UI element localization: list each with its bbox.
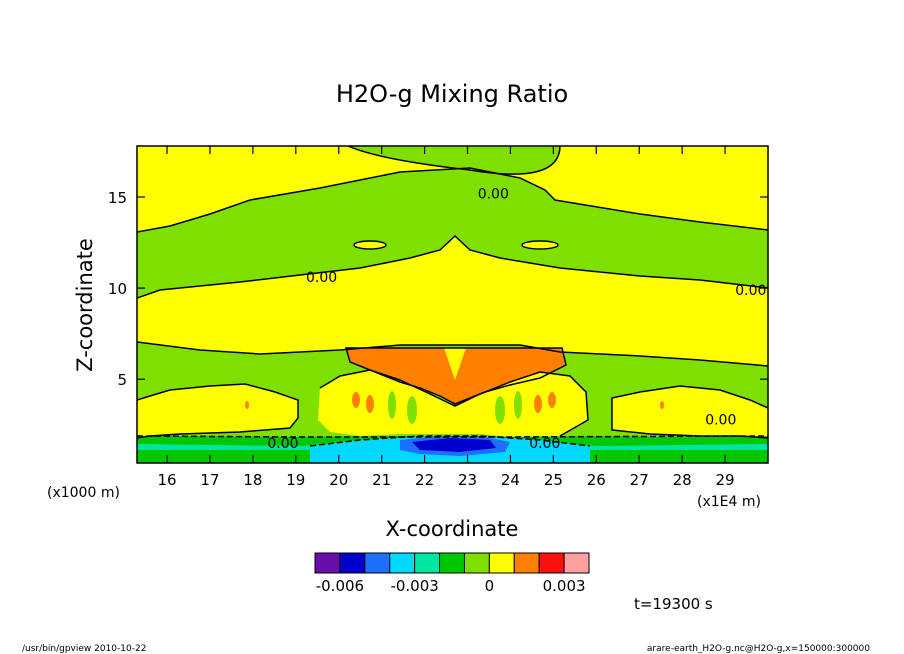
plot-area: 0.00 0.00 0.00 0.00 0.00 0.00 <box>137 146 768 463</box>
y-axis-ticks: 5 10 15 <box>108 189 768 389</box>
region-green-pillar-2 <box>407 396 417 424</box>
colorbar-swatch <box>364 552 391 574</box>
x-tick-label: 28 <box>673 471 692 489</box>
region-lower-right <box>612 386 768 438</box>
x-tick-label: 18 <box>243 471 262 489</box>
x-tick-label: 29 <box>716 471 735 489</box>
colorbar-tick-labels: -0.006 -0.003 0 0.003 <box>316 577 586 595</box>
colorbar-swatch <box>463 552 490 574</box>
colorbar-swatch <box>563 552 590 574</box>
contour-label: 0.00 <box>306 270 337 286</box>
region-green-pillar-4 <box>514 391 522 419</box>
time-label: t=19300 s <box>634 595 713 613</box>
region-orange-blob-5 <box>245 401 249 409</box>
region-green-pillar-3 <box>495 396 505 424</box>
y-tick-label: 10 <box>108 280 127 298</box>
colorbar-swatch <box>488 552 515 574</box>
x-tick-label: 19 <box>286 471 305 489</box>
x-unit-left: (x1000 m) <box>47 485 120 501</box>
contour-labels: 0.00 0.00 0.00 0.00 0.00 0.00 <box>267 186 766 452</box>
x-tick-label: 27 <box>630 471 649 489</box>
x-tick-label: 20 <box>329 471 348 489</box>
x-tick-label: 23 <box>458 471 477 489</box>
region-mid-yellow <box>137 236 768 366</box>
y-tick-label: 15 <box>108 189 127 207</box>
colorbar-tick-label: -0.006 <box>316 577 364 595</box>
colorbar-swatch <box>538 552 565 574</box>
colorbar-swatch <box>439 552 465 574</box>
contour-lines <box>137 146 768 447</box>
x-tick-label: 24 <box>501 471 520 489</box>
x-tick-label: 25 <box>544 471 563 489</box>
colorbar <box>314 552 590 574</box>
region-orange-blob-4 <box>548 392 556 408</box>
region-green-pillar-1 <box>388 391 396 419</box>
colorbar-tick-label: 0.003 <box>543 577 586 595</box>
x-tick-label: 21 <box>372 471 391 489</box>
colorbar-swatch <box>414 552 441 574</box>
contour-label: 0.00 <box>529 436 560 452</box>
colorbar-swatch <box>513 552 540 574</box>
contour-label: 0.00 <box>735 283 766 299</box>
y-axis-label: Z-coordinate <box>73 238 97 372</box>
region-orange-blob-1 <box>352 392 360 408</box>
x-tick-label: 26 <box>587 471 606 489</box>
colorbar-swatch <box>389 552 416 574</box>
region-lower-center <box>318 370 588 438</box>
region-orange-blob-3 <box>534 395 542 413</box>
region-bottom-darkblue <box>412 438 496 452</box>
region-orange-blob-6 <box>660 401 664 409</box>
colorbar-tick-label: 0 <box>485 577 495 595</box>
chart-title: H2O-g Mixing Ratio <box>336 80 568 108</box>
plot-frame <box>136 145 769 464</box>
x-unit-right: (x1E4 m) <box>697 494 761 510</box>
footer-left: /usr/bin/gpview 2010-10-22 <box>22 644 146 654</box>
region-orange-blob-2 <box>366 395 374 413</box>
y-tick-label: 5 <box>117 371 127 389</box>
colorbar-swatch <box>339 552 366 574</box>
x-tick-label: 22 <box>415 471 434 489</box>
region-top-yellow <box>137 146 768 232</box>
x-tick-label: 16 <box>158 471 177 489</box>
x-axis-label: X-coordinate <box>386 517 519 541</box>
contour-label: 0.00 <box>267 436 298 452</box>
colorbar-tick-label: -0.003 <box>390 577 438 595</box>
region-lower-left <box>137 384 298 438</box>
region-blob-left <box>354 241 386 249</box>
region-orange-notch <box>444 348 466 380</box>
footer-right: arare-earth_H2O-g.nc@H2O-g,x=150000:3000… <box>647 644 870 654</box>
region-blob-right <box>522 241 558 249</box>
x-axis-ticks: 16 17 18 19 20 21 22 23 24 25 26 27 28 29 <box>158 146 735 489</box>
contour-label: 0.00 <box>478 186 509 202</box>
colorbar-swatch <box>314 552 341 574</box>
contour-label: 0.00 <box>705 412 736 428</box>
x-tick-label: 17 <box>200 471 219 489</box>
